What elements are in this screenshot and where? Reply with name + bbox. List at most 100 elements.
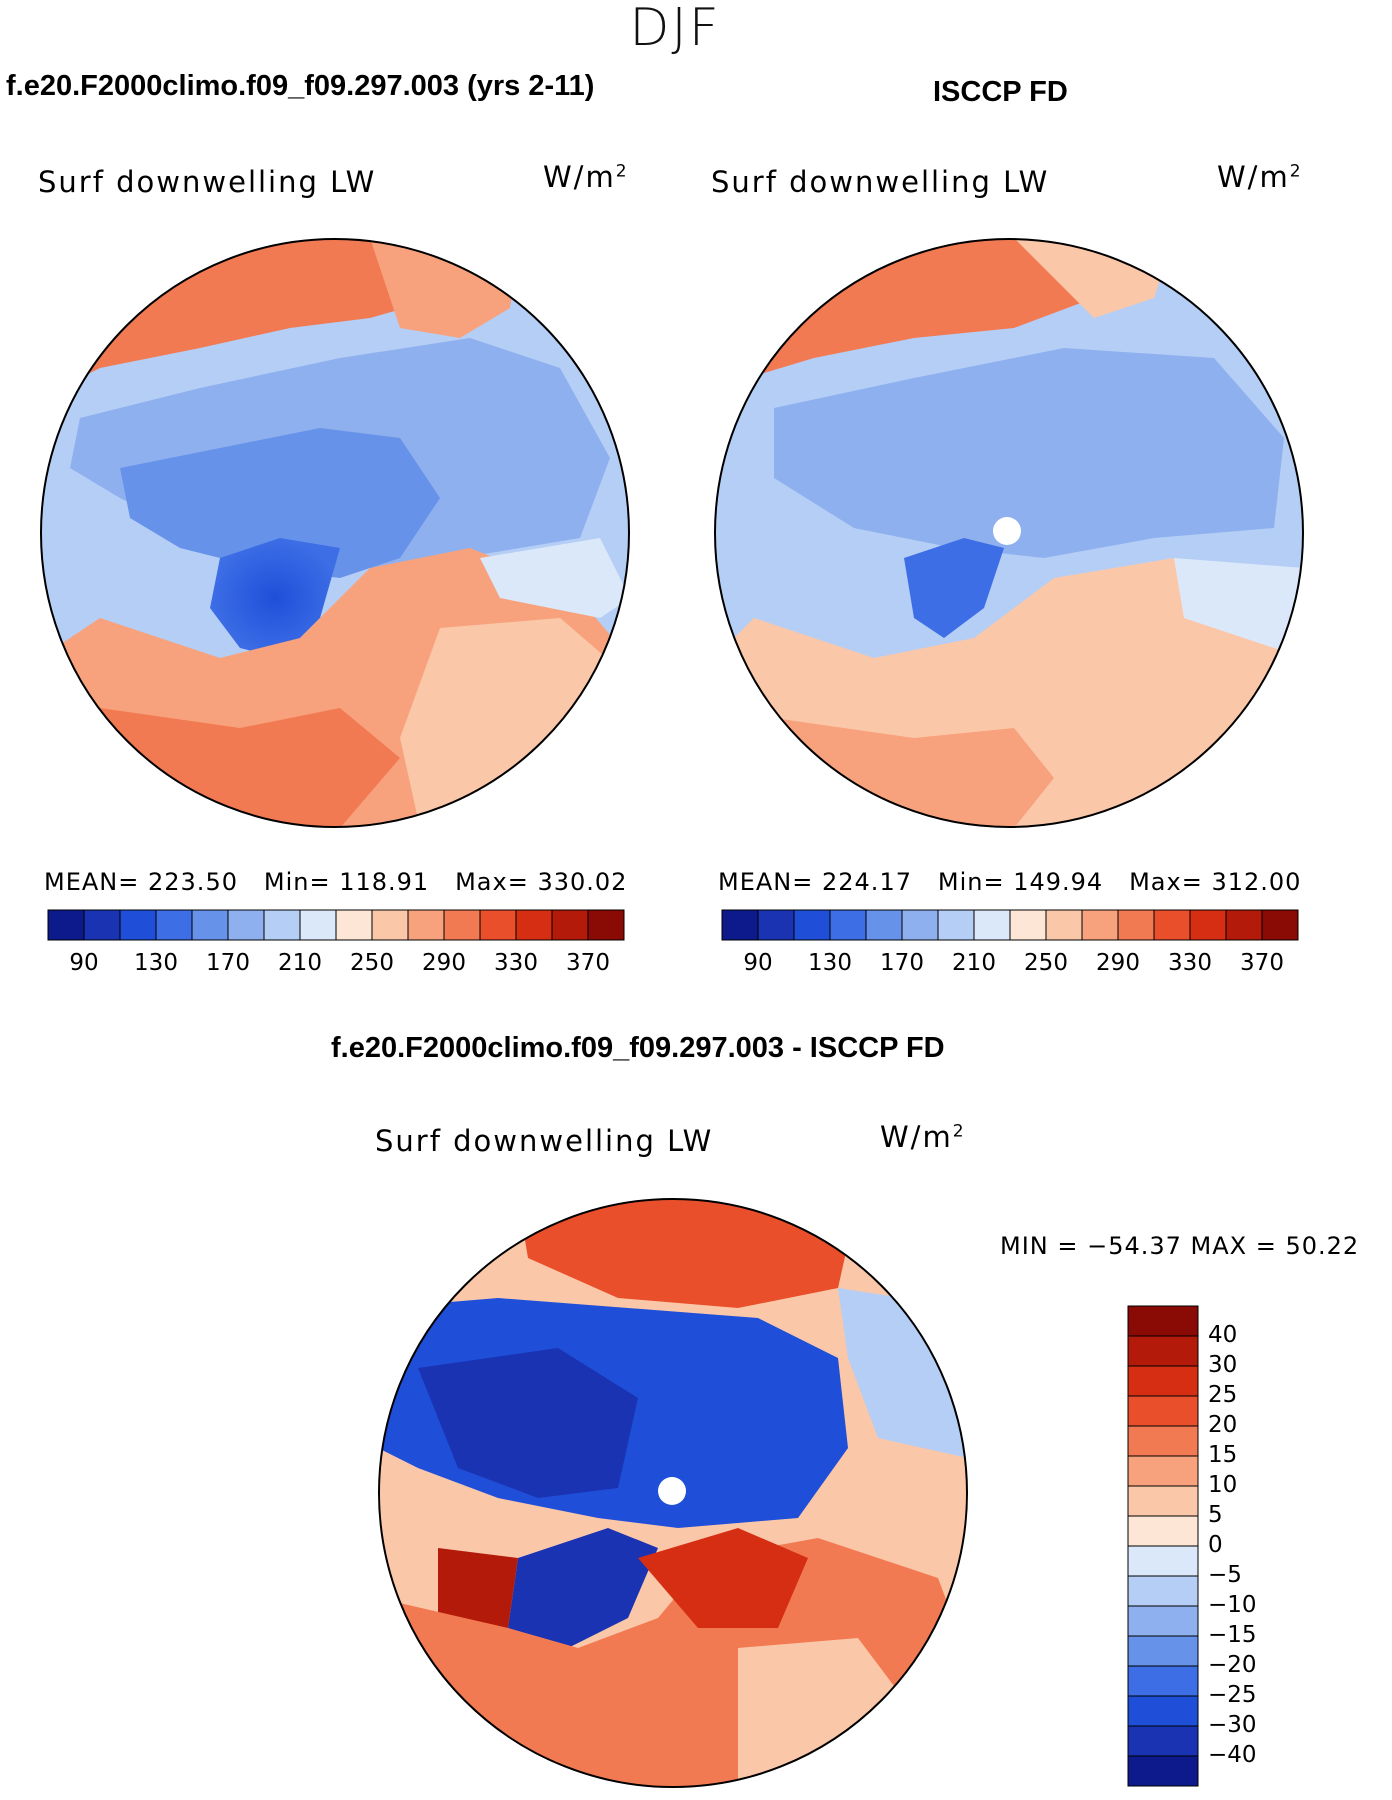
colorbar-swatch-1-9 bbox=[1045, 909, 1083, 941]
colorbar-swatch-0-10 bbox=[407, 909, 445, 941]
colorbar-swatch-0-1 bbox=[83, 909, 121, 941]
colorbar-tick-0-0: 90 bbox=[69, 950, 99, 976]
colorbar-tick-2-10: −15 bbox=[1208, 1622, 1257, 1648]
colorbar-swatch-0-12 bbox=[479, 909, 517, 941]
colorbar-swatch-1-6 bbox=[937, 909, 975, 941]
colorbar-swatch-1-3 bbox=[829, 909, 867, 941]
colorbar-swatch-1-10 bbox=[1081, 909, 1119, 941]
colorbar-swatch-2-7 bbox=[1127, 1515, 1199, 1547]
model-region-greenland-deep bbox=[210, 538, 340, 658]
colorbar-swatch-2-14 bbox=[1127, 1725, 1199, 1757]
colorbar-swatch-1-12 bbox=[1153, 909, 1191, 941]
colorbar-tick-1-5: 290 bbox=[1096, 950, 1140, 976]
colorbar-swatch-2-10 bbox=[1127, 1605, 1199, 1637]
colorbar-tick-1-2: 170 bbox=[880, 950, 924, 976]
model-region-eurasia-light bbox=[480, 538, 629, 618]
model-polar-map bbox=[40, 238, 630, 828]
model-colorbar bbox=[47, 909, 625, 941]
colorbar-swatch-2-9 bbox=[1127, 1575, 1199, 1607]
colorbar-swatch-2-11 bbox=[1127, 1635, 1199, 1667]
colorbar-swatch-2-0 bbox=[1127, 1305, 1199, 1337]
colorbar-tick-2-3: 20 bbox=[1208, 1412, 1238, 1438]
colorbar-tick-2-7: 0 bbox=[1208, 1532, 1223, 1558]
diff-panel-title: f.e20.F2000climo.f09_f09.297.003 - ISCCP… bbox=[331, 1032, 945, 1064]
obs-region-greenland bbox=[904, 538, 1004, 638]
model-panel-title: f.e20.F2000climo.f09_f09.297.003 (yrs 2-… bbox=[6, 70, 595, 102]
colorbar-swatch-2-6 bbox=[1127, 1485, 1199, 1517]
diff-region-greenland-cold bbox=[508, 1528, 658, 1648]
colorbar-swatch-2-4 bbox=[1127, 1425, 1199, 1457]
colorbar-tick-1-6: 330 bbox=[1168, 950, 1212, 976]
obs-colorbar-ticks: 90 130 170 210 250 290 330 370 bbox=[722, 950, 1298, 980]
colorbar-swatch-0-8 bbox=[335, 909, 373, 941]
colorbar-tick-2-14: −40 bbox=[1208, 1742, 1257, 1768]
colorbar-swatch-1-15 bbox=[1261, 909, 1299, 941]
diff-polar-map bbox=[378, 1198, 968, 1788]
obs-polar-map bbox=[714, 238, 1304, 828]
colorbar-swatch-2-8 bbox=[1127, 1545, 1199, 1577]
model-region-europe bbox=[400, 618, 629, 827]
colorbar-swatch-0-2 bbox=[119, 909, 157, 941]
colorbar-tick-1-4: 250 bbox=[1024, 950, 1068, 976]
colorbar-swatch-1-11 bbox=[1117, 909, 1155, 941]
colorbar-swatch-1-0 bbox=[721, 909, 759, 941]
colorbar-tick-0-2: 170 bbox=[206, 950, 250, 976]
colorbar-swatch-1-1 bbox=[757, 909, 795, 941]
obs-panel-title: ISCCP FD bbox=[933, 76, 1068, 108]
colorbar-tick-2-13: −30 bbox=[1208, 1712, 1257, 1738]
colorbar-tick-1-1: 130 bbox=[808, 950, 852, 976]
colorbar-tick-2-1: 30 bbox=[1208, 1352, 1238, 1378]
colorbar-tick-0-3: 210 bbox=[278, 950, 322, 976]
colorbar-tick-2-5: 10 bbox=[1208, 1472, 1238, 1498]
model-units-label: W/m2 bbox=[543, 160, 629, 194]
obs-region-arctic bbox=[774, 348, 1284, 558]
obs-pole-gap bbox=[993, 517, 1021, 545]
diff-colorbar bbox=[1127, 1305, 1199, 1787]
colorbar-swatch-1-7 bbox=[973, 909, 1011, 941]
colorbar-tick-2-2: 25 bbox=[1208, 1382, 1238, 1408]
colorbar-tick-2-11: −20 bbox=[1208, 1652, 1257, 1678]
colorbar-swatch-0-3 bbox=[155, 909, 193, 941]
colorbar-tick-0-4: 250 bbox=[350, 950, 394, 976]
colorbar-tick-0-5: 290 bbox=[422, 950, 466, 976]
colorbar-swatch-2-13 bbox=[1127, 1695, 1199, 1727]
colorbar-tick-0-1: 130 bbox=[134, 950, 178, 976]
colorbar-swatch-0-11 bbox=[443, 909, 481, 941]
colorbar-swatch-2-12 bbox=[1127, 1665, 1199, 1697]
colorbar-swatch-0-6 bbox=[263, 909, 301, 941]
obs-region-eurasia-light bbox=[1174, 558, 1303, 658]
diff-region-barents-warm bbox=[638, 1528, 808, 1628]
colorbar-swatch-0-9 bbox=[371, 909, 409, 941]
colorbar-swatch-1-14 bbox=[1225, 909, 1263, 941]
model-region-canada bbox=[120, 428, 440, 578]
colorbar-swatch-2-5 bbox=[1127, 1455, 1199, 1487]
colorbar-swatch-0-13 bbox=[515, 909, 553, 941]
colorbar-swatch-0-4 bbox=[191, 909, 229, 941]
colorbar-swatch-0-15 bbox=[587, 909, 625, 941]
colorbar-tick-2-12: −25 bbox=[1208, 1682, 1257, 1708]
diff-region-labrador-warm bbox=[438, 1548, 518, 1628]
colorbar-tick-1-3: 210 bbox=[952, 950, 996, 976]
colorbar-tick-2-8: −5 bbox=[1208, 1562, 1242, 1588]
diff-minmax-text: MIN = −54.37 MAX = 50.22 bbox=[1000, 1232, 1360, 1260]
colorbar-tick-2-6: 5 bbox=[1208, 1502, 1223, 1528]
obs-units-label: W/m2 bbox=[1217, 160, 1303, 194]
colorbar-tick-2-0: 40 bbox=[1208, 1322, 1238, 1348]
colorbar-tick-1-0: 90 bbox=[743, 950, 773, 976]
colorbar-swatch-2-15 bbox=[1127, 1755, 1199, 1787]
diff-region-canada-cold bbox=[418, 1348, 638, 1498]
colorbar-swatch-0-7 bbox=[299, 909, 337, 941]
diff-pole-gap bbox=[658, 1477, 686, 1505]
colorbar-swatch-2-1 bbox=[1127, 1335, 1199, 1367]
season-title: DJF bbox=[629, 0, 721, 58]
model-variable-label: Surf downwelling LW bbox=[38, 165, 377, 199]
model-stats-text: MEAN= 223.50 Min= 118.91 Max= 330.02 bbox=[44, 868, 628, 896]
obs-stats-text: MEAN= 224.17 Min= 149.94 Max= 312.00 bbox=[718, 868, 1302, 896]
colorbar-tick-2-4: 15 bbox=[1208, 1442, 1238, 1468]
colorbar-swatch-2-2 bbox=[1127, 1365, 1199, 1397]
diff-colorbar-ticks: 40 30 25 20 15 10 5 0 −5 −10 −15 −20 −25 −30 −40 bbox=[1208, 1306, 1288, 1786]
colorbar-swatch-2-3 bbox=[1127, 1395, 1199, 1427]
colorbar-swatch-1-5 bbox=[901, 909, 939, 941]
diff-units-label: W/m2 bbox=[880, 1120, 966, 1154]
colorbar-tick-1-7: 370 bbox=[1240, 950, 1284, 976]
